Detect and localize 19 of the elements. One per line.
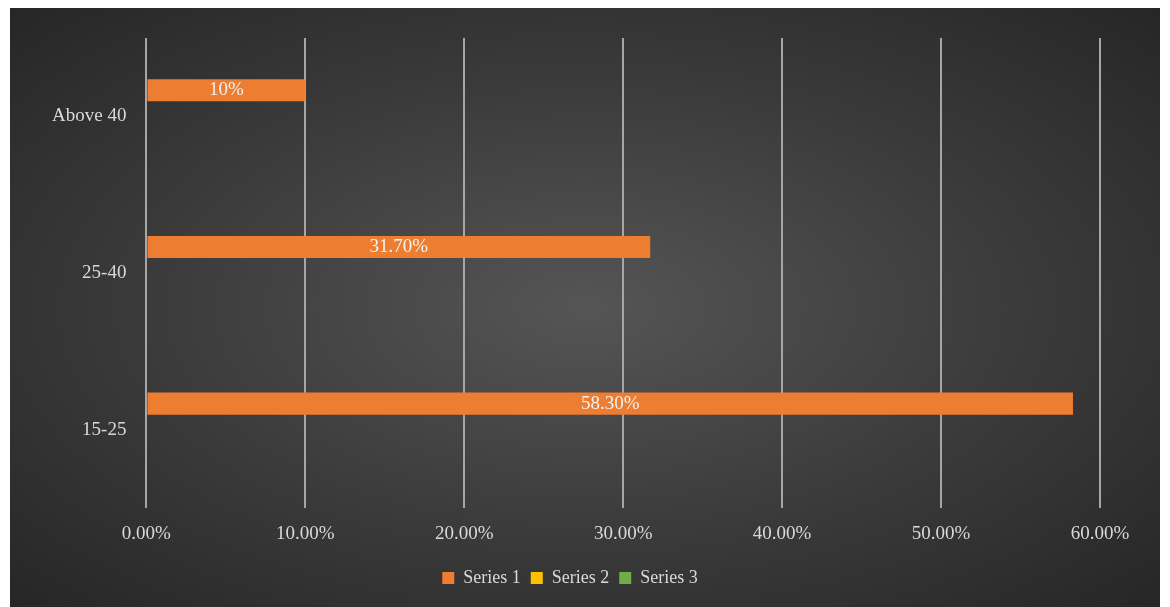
data-label: 31.70% [369,234,429,256]
bar [147,392,1073,415]
data-label: 10% [208,78,244,100]
x-tick-label: 60.00% [1070,521,1130,543]
data-label: 58.30% [580,391,640,413]
x-tick-label: 40.00% [752,521,812,543]
x-tick-label: 30.00% [593,521,653,543]
y-tick-label: Above 40 [52,104,127,126]
bar [147,235,651,259]
legend-label: Series 3 [640,566,698,587]
x-tick-label: 20.00% [434,521,494,543]
y-tick-label: 15-25 [82,417,127,439]
legend-label: Series 1 [463,566,521,587]
x-tick-label: 10.00% [276,521,335,543]
y-tick-label: 25-40 [82,261,127,283]
x-tick-label: 50.00% [911,521,971,543]
x-tick-label: 0.00% [121,521,172,543]
legend-label: Series 2 [551,566,610,587]
bar [147,79,306,102]
